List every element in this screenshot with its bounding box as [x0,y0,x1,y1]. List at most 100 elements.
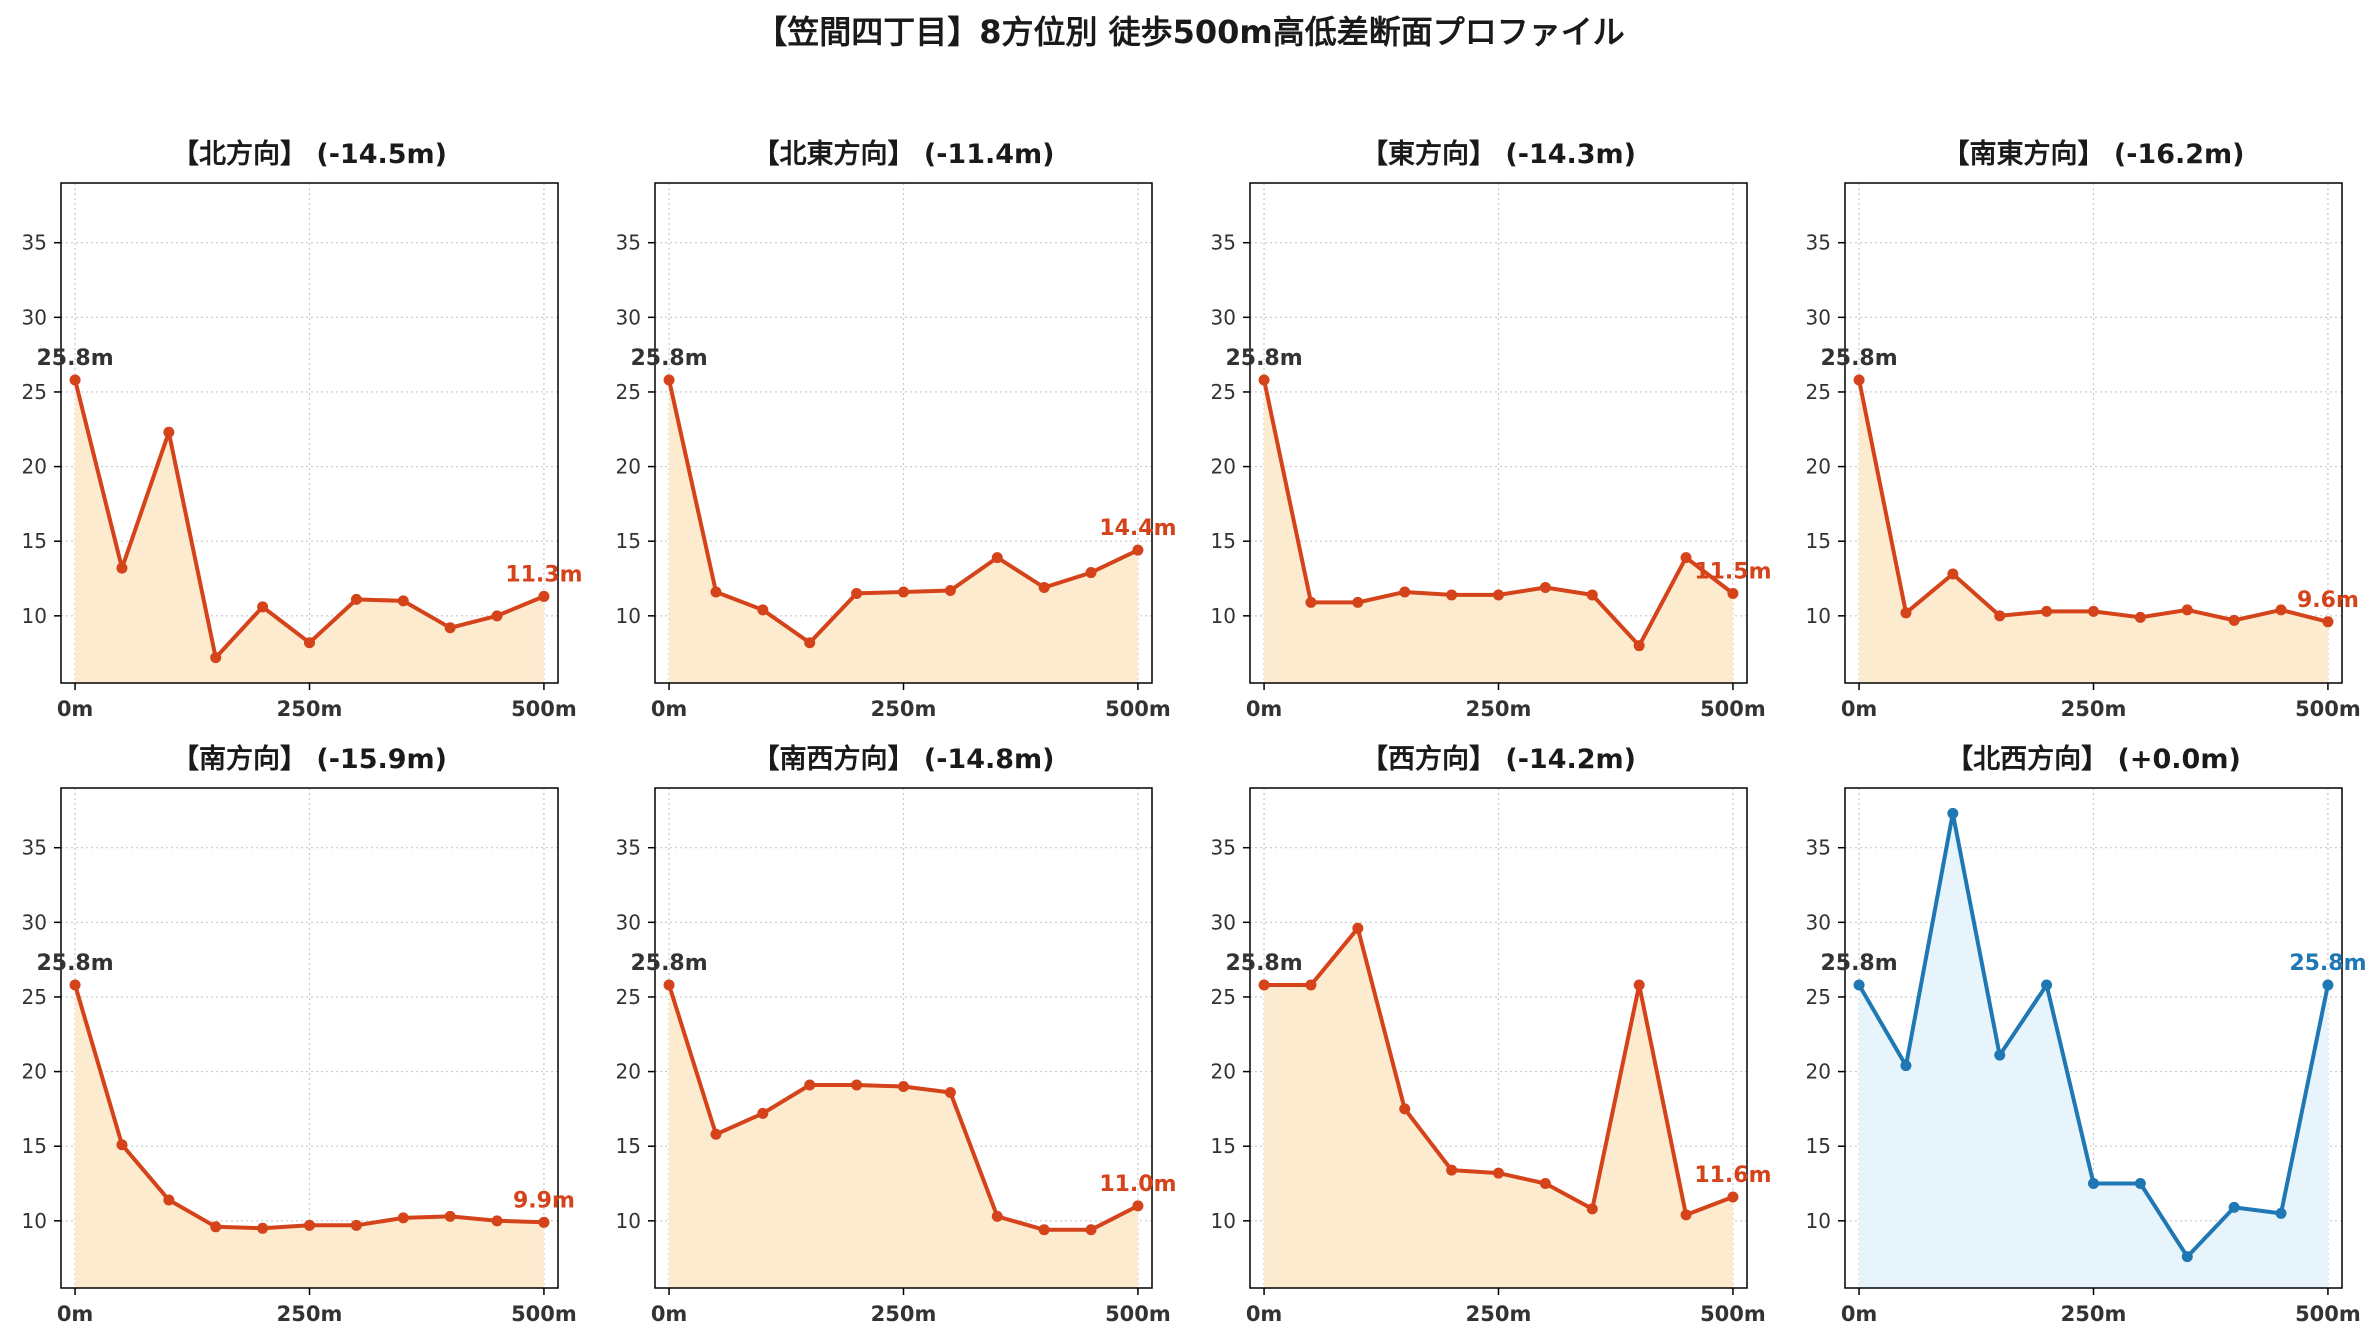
area-fill [1264,928,1733,1288]
data-point [444,1210,456,1222]
y-tick-label: 35 [616,836,641,860]
y-tick-label: 15 [1211,1134,1236,1158]
chart-panel-6: 【南西方向】 (-14.8m) 10 15 20 25 30 35 0m 250m 500m 25.… [616,743,1177,1326]
data-point [944,1086,956,1098]
y-tick-label: 15 [1806,529,1831,553]
start-value-label: 25.8m [630,346,707,371]
data-point [757,1107,769,1119]
data-point [1727,1191,1739,1203]
x-tick-label: 0m [1246,1302,1283,1326]
y-tick-label: 10 [1806,1209,1831,1233]
y-tick-label: 25 [22,380,47,404]
x-tick-label: 250m [871,697,937,721]
y-tick-label: 35 [616,231,641,255]
data-point [1305,979,1317,991]
start-value-label: 25.8m [630,951,707,976]
y-tick-label: 20 [616,1060,641,1084]
data-point [2041,979,2053,991]
data-point [1680,552,1692,564]
data-point [2181,1251,2193,1263]
data-point [1900,1060,1912,1072]
y-tick-label: 10 [616,1209,641,1233]
data-point [1493,589,1504,601]
data-point [991,1210,1003,1222]
y-tick-label: 30 [616,305,641,329]
end-value-label: 9.9m [513,1188,575,1213]
x-tick-label: 0m [57,697,94,721]
x-tick-label: 500m [511,1302,577,1326]
data-point [1352,596,1364,608]
data-point [710,1128,722,1140]
data-point [1853,374,1865,386]
y-tick-label: 15 [1211,529,1236,553]
y-tick-label: 20 [1806,455,1831,479]
y-tick-label: 20 [1211,1060,1236,1084]
start-value-label: 25.8m [1225,951,1302,976]
y-tick-label: 15 [616,1134,641,1158]
data-point [304,637,315,649]
data-point [257,601,269,613]
data-point [163,426,175,438]
data-point [491,1215,503,1227]
data-point [1352,922,1364,934]
x-tick-label: 500m [1700,1302,1766,1326]
y-tick-label: 10 [22,604,47,628]
y-tick-label: 10 [1211,604,1236,628]
data-point [491,610,503,622]
data-point [1085,1224,1097,1236]
chart-panel-8: 【北西方向】 (+0.0m) 10 15 20 25 30 35 0m 250m 500m 25.8… [1806,743,2367,1326]
y-tick-label: 35 [1211,836,1236,860]
area-fill [75,380,544,683]
data-point [1399,586,1411,598]
y-tick-label: 20 [22,455,47,479]
y-tick-label: 15 [1806,1134,1831,1158]
data-point [851,587,863,599]
y-tick-label: 30 [616,910,641,934]
x-tick-label: 0m [1841,697,1878,721]
data-point [2322,979,2334,991]
series-line [1857,379,2329,624]
y-tick-label: 35 [22,231,47,255]
y-tick-label: 25 [616,380,641,404]
data-point [1038,581,1050,593]
y-tick-label: 30 [22,305,47,329]
area-fill [669,380,1138,683]
y-tick-label: 20 [22,1060,47,1084]
data-point [1132,1200,1144,1212]
data-point [1399,1103,1411,1115]
data-point [163,1194,175,1206]
end-value-label: 11.5m [1694,559,1771,584]
x-tick-label: 250m [277,697,343,721]
x-tick-label: 250m [1466,1302,1532,1326]
y-tick-label: 35 [1211,231,1236,255]
y-tick-label: 15 [22,1134,47,1158]
data-point [210,1221,222,1233]
data-point [350,1219,362,1231]
data-point [757,604,769,616]
y-tick-label: 20 [1211,455,1236,479]
chart-panel-7: 【西方向】 (-14.2m) 10 15 20 25 30 35 0m 250m 500m 25.8… [1211,743,1772,1326]
x-tick-label: 0m [57,1302,94,1326]
data-point [116,1139,128,1151]
end-value-label: 14.4m [1099,516,1176,541]
panel-title: 【北西方向】 (+0.0m) [1946,743,2241,775]
data-point [1132,544,1144,556]
y-tick-label: 25 [1211,985,1236,1009]
data-point [2275,604,2287,616]
y-tick-label: 30 [1211,305,1236,329]
data-point [69,374,81,386]
data-point [991,552,1003,564]
data-point [257,1222,269,1234]
data-point [2275,1207,2287,1219]
data-point [1258,374,1270,386]
chart-panel-4: 【南東方向】 (-16.2m) 10 15 20 25 30 35 0m 250m 500m 25.… [1806,138,2361,721]
end-value-label: 11.3m [505,562,582,587]
data-point [663,374,675,386]
data-point [1258,979,1270,991]
x-tick-label: 250m [2061,697,2127,721]
panel-title: 【北東方向】 (-11.4m) [752,138,1054,170]
panel-title: 【南方向】 (-15.9m) [172,743,447,775]
end-value-label: 9.6m [2297,588,2359,613]
y-tick-label: 30 [1806,910,1831,934]
